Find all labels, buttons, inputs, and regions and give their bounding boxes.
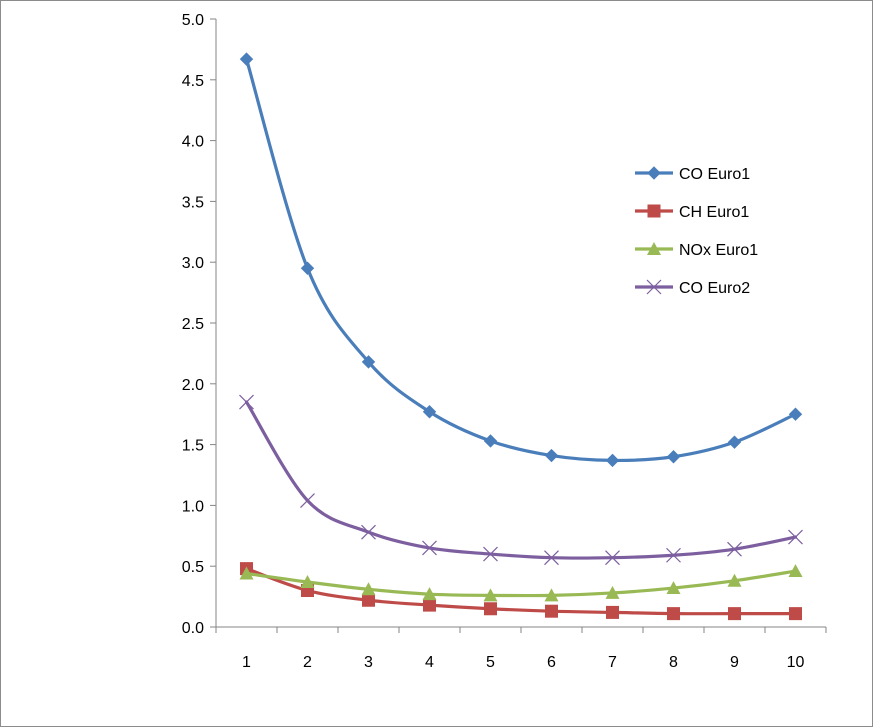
data-point <box>544 448 559 463</box>
legend-marker <box>646 279 662 295</box>
y-tick-label: 1.5 <box>182 438 204 455</box>
data-point <box>727 435 742 449</box>
data-point <box>239 566 254 580</box>
data-point <box>361 355 376 369</box>
data-point <box>605 585 620 599</box>
data-point <box>422 540 437 556</box>
data-point <box>666 547 681 563</box>
x-tick-label: 5 <box>486 654 495 671</box>
legend-marker <box>647 166 661 180</box>
legend-marker <box>647 242 661 255</box>
data-point <box>605 453 620 468</box>
series-co-euro2 <box>239 394 803 566</box>
x-tick-label: 9 <box>730 654 739 671</box>
data-point <box>239 52 254 66</box>
legend-label: CO Euro2 <box>679 280 750 297</box>
y-tick-label: 1.0 <box>182 498 204 515</box>
data-point <box>727 573 742 587</box>
data-point <box>361 582 376 596</box>
data-point <box>667 607 680 621</box>
data-point <box>789 607 802 621</box>
y-tick-label: 4.0 <box>182 134 204 151</box>
data-point <box>545 604 558 618</box>
series-co-euro1 <box>239 52 803 468</box>
data-point <box>666 450 681 464</box>
data-point <box>239 394 254 410</box>
y-tick-label: 4.5 <box>182 73 204 90</box>
data-point <box>666 581 681 595</box>
data-point <box>605 550 620 566</box>
legend-entry: CO Euro2 <box>635 279 750 297</box>
data-point <box>483 434 498 448</box>
data-point <box>544 550 559 566</box>
data-point <box>606 605 619 619</box>
data-point <box>483 588 498 602</box>
y-tick-label: 3.0 <box>182 255 204 272</box>
data-point <box>788 529 803 545</box>
series-line <box>244 567 798 616</box>
legend-label: CO Euro1 <box>679 166 750 183</box>
legend-marker <box>647 204 661 218</box>
x-tick-label: 2 <box>303 654 312 671</box>
data-point <box>728 607 741 621</box>
data-point <box>361 524 376 540</box>
series-line <box>244 57 798 463</box>
legend-entry: CO Euro1 <box>635 166 750 183</box>
legend-label: NOx Euro1 <box>679 242 758 259</box>
y-tick-label: 3.5 <box>182 194 204 211</box>
legend-entry: CH Euro1 <box>635 204 749 221</box>
y-tick-label: 0.5 <box>182 559 204 576</box>
legend-entry: NOx Euro1 <box>635 242 758 259</box>
series-layer <box>239 52 803 621</box>
x-tick-label: 3 <box>364 654 373 671</box>
axes: 0.0 0.5 1.0 1.5 2.0 2.5 3.0 3.5 4.0 4.5 5.0 1 2 3 4 5 6 7… <box>182 12 827 671</box>
legend: CO Euro1 CH Euro1 NOx Euro1 CO Euro2 <box>635 166 758 297</box>
data-point <box>300 493 315 508</box>
data-point <box>544 588 559 602</box>
data-point <box>423 598 436 612</box>
data-point <box>727 541 742 557</box>
x-tick-label: 1 <box>242 654 251 671</box>
data-point <box>422 587 437 601</box>
y-tick-label: 2.0 <box>182 377 204 394</box>
data-point <box>788 407 803 421</box>
data-point <box>788 564 803 578</box>
series-line <box>244 400 798 560</box>
y-tick-label: 0.0 <box>182 620 204 637</box>
series-ch-euro1 <box>240 562 802 621</box>
x-tick-label: 4 <box>425 654 434 671</box>
y-tick-label: 5.0 <box>182 12 204 29</box>
data-point <box>483 546 498 562</box>
data-point <box>422 405 437 419</box>
data-point <box>300 261 315 275</box>
data-point <box>484 602 497 616</box>
x-tick-label: 7 <box>608 654 617 671</box>
x-tick-label: 10 <box>787 654 805 671</box>
x-tick-label: 8 <box>669 654 678 671</box>
y-tick-label: 2.5 <box>182 316 204 333</box>
x-tick-label: 6 <box>547 654 556 671</box>
series-nox-euro1 <box>239 564 803 602</box>
series-line <box>244 569 798 598</box>
legend-label: CH Euro1 <box>679 204 749 221</box>
data-point <box>300 575 315 588</box>
data-point <box>362 593 375 607</box>
